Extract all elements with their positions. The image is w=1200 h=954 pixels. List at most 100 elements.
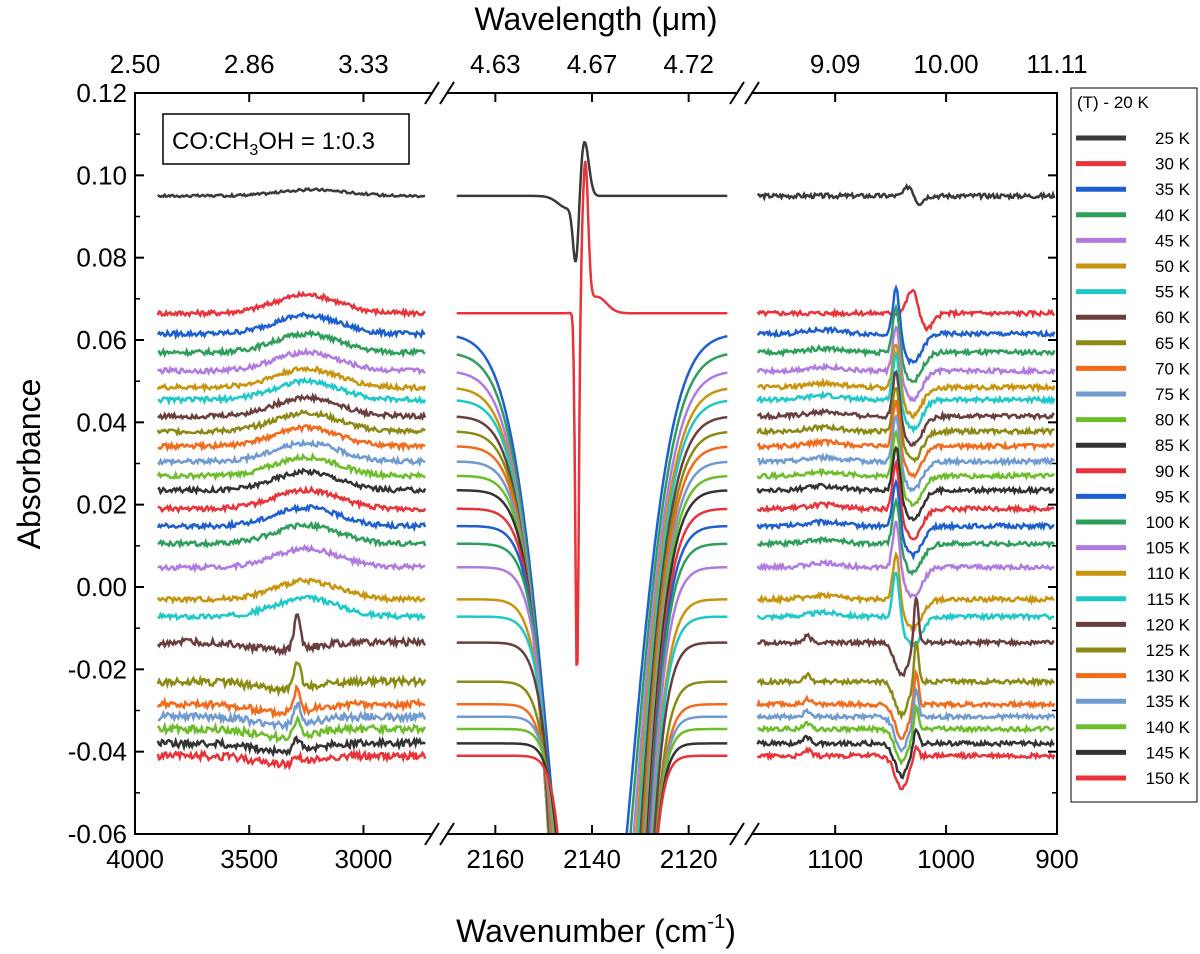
spectrum-100K-c-o [757, 496, 1055, 577]
x-tick-label: 1100 [807, 844, 863, 874]
spectrum-85K-co [456, 489, 728, 834]
axis-break-mark [439, 81, 455, 105]
spectrum-55K-co [456, 399, 728, 834]
spectrum-90K-co [456, 507, 728, 834]
legend-label: 40 K [1155, 206, 1191, 225]
spectrum-50K-c-o [757, 343, 1056, 420]
legend-label: 120 K [1146, 615, 1191, 634]
spectrum-115K-c-o [756, 570, 1055, 648]
axis-break-mark [424, 81, 440, 105]
spectrum-70K-c-o [756, 399, 1055, 480]
y-tick-label: 0.00 [76, 572, 127, 602]
x2-tick-label: 11.11 [1026, 49, 1087, 79]
y-tick-label: -0.04 [68, 737, 127, 767]
x2-tick-label: 4.67 [567, 49, 618, 79]
spectrum-30K-c-o [756, 288, 1056, 333]
legend-label: 125 K [1146, 641, 1191, 660]
spectrum-55K-oh [157, 376, 427, 406]
x-tick-label: 4000 [106, 844, 164, 874]
legend-label: 70 K [1155, 359, 1191, 378]
spectrum-45K-oh [156, 346, 426, 376]
spectrum-95K-c-o [756, 478, 1055, 561]
spectrum-50K-oh [156, 365, 427, 394]
spectrum-70K-oh [157, 423, 426, 453]
axis-ticks: -0.06 -0.04 -0.02 0.00 0.02 0.04 0.06 0.08 0.10 0… [68, 49, 1088, 874]
x-tick-label: 2120 [660, 844, 718, 874]
spectrum-110K-c-o [757, 551, 1055, 632]
spectrum-150K-oh [156, 748, 427, 771]
spectrum-145K-c-o [756, 727, 1055, 780]
spectrum-65K-c-o [756, 386, 1055, 464]
x2-tick-label: 2.50 [110, 49, 161, 79]
spectrum-35K-c-o [756, 283, 1056, 367]
spectrum-25K-co [456, 140, 728, 263]
legend-label: 140 K [1146, 718, 1191, 737]
axis-break-bottom-0 [433, 822, 446, 846]
spectrum-45K-c-o [756, 324, 1056, 403]
spectrum-75K-c-o [757, 413, 1055, 494]
y-tick-label: 0.04 [76, 407, 127, 437]
legend-label: 135 K [1146, 692, 1191, 711]
axis-break-mark [729, 822, 745, 846]
legend-label: 150 K [1146, 769, 1191, 788]
spectrum-35K-co [456, 334, 728, 834]
spectrum-30K-co [456, 160, 728, 666]
spectrum-140K-co [456, 727, 728, 834]
y-tick-label: 0.06 [76, 325, 127, 355]
x-tick-label: 900 [1035, 844, 1078, 874]
legend-label: 85 K [1155, 436, 1191, 455]
spectrum-50K-co [456, 387, 728, 834]
spectrum-105K-co [456, 565, 728, 834]
spectrum-70K-co [456, 445, 728, 834]
spectrum-100K-oh [157, 520, 427, 550]
x2-tick-label: 9.09 [810, 49, 861, 79]
legend-label: 95 K [1155, 487, 1191, 506]
spectrum-135K-co [456, 715, 728, 834]
legend-label: 100 K [1146, 513, 1191, 532]
spectrum-30K-oh [156, 290, 426, 319]
spectrum-135K-c-o [756, 685, 1056, 754]
x2-axis-title: Wavelength (μm) [474, 1, 717, 37]
x-tick-label: 3000 [335, 844, 393, 874]
legend-label: 115 K [1147, 590, 1191, 609]
spectrum-140K-oh [156, 714, 427, 744]
legend-label: 130 K [1146, 667, 1191, 686]
spectrum-100K-co [456, 542, 728, 834]
legend-label: 105 K [1146, 539, 1191, 558]
legend-label: 50 K [1155, 257, 1191, 276]
spectrum-130K-oh [156, 683, 426, 720]
x2-tick-label: 4.63 [470, 49, 521, 79]
spectrum-90K-c-o [756, 458, 1055, 541]
y-tick-label: 0.08 [76, 243, 127, 273]
spectrum-95K-co [456, 524, 728, 834]
spectrum-45K-co [456, 371, 728, 834]
spectrum-85K-c-o [756, 445, 1055, 522]
legend: (T) - 20 K 25 K 30 K 35 K 40 K 45 K 50 K 55 K 6… [1070, 87, 1198, 803]
axis-break-top-0 [433, 81, 446, 105]
axis-break-mark [744, 81, 760, 105]
spectrum-60K-co [456, 415, 728, 834]
spectrum-150K-c-o [756, 744, 1056, 791]
spectrum-80K-c-o [756, 428, 1055, 508]
spectrum-85K-oh [157, 467, 427, 496]
spectrum-60K-oh [157, 391, 427, 422]
legend-label: 80 K [1155, 411, 1191, 430]
legend-label: 25 K [1155, 129, 1191, 148]
spectrum-40K-co [456, 353, 728, 834]
legend-label: 30 K [1155, 155, 1191, 174]
svg-text:CO:CH3OH = 1:0.3: CO:CH3OH = 1:0.3 [172, 128, 375, 159]
spectrum-115K-oh [157, 594, 426, 622]
legend-label: 110 K [1147, 564, 1191, 583]
spectrum-120K-co [456, 641, 728, 834]
spectrum-25K-c-o [756, 182, 1056, 207]
legend-label: 65 K [1155, 334, 1191, 353]
x-tick-label: 2140 [563, 844, 621, 874]
legend-label: 45 K [1155, 231, 1191, 250]
y-tick-label: -0.06 [68, 819, 127, 849]
spectrum-130K-co [456, 703, 728, 834]
spectrum-145K-oh [156, 735, 426, 758]
legend-label: 75 K [1155, 385, 1191, 404]
spectrum-115K-co [456, 615, 728, 834]
spectrum-25K-oh [156, 186, 426, 199]
